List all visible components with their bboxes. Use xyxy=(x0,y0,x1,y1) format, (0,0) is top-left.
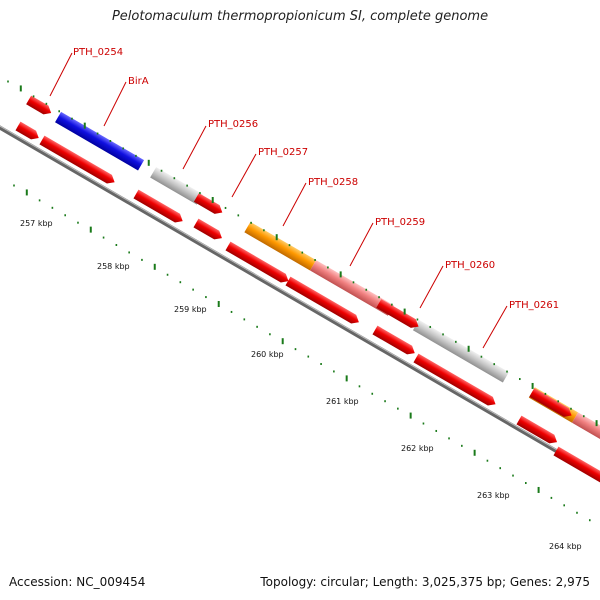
cds-arrow[interactable] xyxy=(376,299,421,331)
feature-pink-bar[interactable] xyxy=(572,412,600,443)
kbp-tick-label: 257 kbp xyxy=(20,219,53,228)
gene-label[interactable]: PTH_0257 xyxy=(258,147,308,158)
gene-label-leader xyxy=(49,52,73,97)
gene-label-leader xyxy=(231,153,257,198)
kbp-tick-label: 259 kbp xyxy=(174,305,207,314)
gene-label[interactable]: PTH_0259 xyxy=(375,217,425,228)
kbp-tick-label: 258 kbp xyxy=(97,262,130,271)
feature-grey-bar[interactable] xyxy=(412,319,509,383)
kbp-tick-label: 262 kbp xyxy=(401,444,434,453)
topology-text: Topology: circular; Length: 3,025,375 bp… xyxy=(260,575,590,589)
cds-arrow[interactable] xyxy=(225,241,291,286)
genome-backbone xyxy=(0,125,600,479)
cds-arrow[interactable] xyxy=(193,193,225,217)
gene-track xyxy=(26,95,600,443)
cds-arrow[interactable] xyxy=(193,218,224,243)
kbp-tick-label: 260 kbp xyxy=(251,350,284,359)
cds-arrow[interactable] xyxy=(553,446,600,486)
gene-label[interactable]: PTH_0258 xyxy=(308,177,358,188)
feature-grey-bar[interactable] xyxy=(150,167,203,205)
cds-arrow[interactable] xyxy=(516,415,559,447)
gene-label-leader xyxy=(419,265,444,309)
gene-label[interactable]: BirA xyxy=(128,76,149,87)
kbp-tick-label: 263 kbp xyxy=(477,491,510,500)
map-title: Pelotomaculum thermopropionicum SI, comp… xyxy=(111,9,489,24)
kbp-tick-label: 264 kbp xyxy=(549,542,582,551)
feature-pink-bar[interactable] xyxy=(310,260,394,316)
feature-blue-bar[interactable] xyxy=(55,111,145,171)
gene-label-leader xyxy=(282,182,307,227)
cds-arrow[interactable] xyxy=(372,325,417,358)
cds-arrow[interactable] xyxy=(133,189,185,226)
cds-arrow[interactable] xyxy=(285,276,361,327)
cds-row-upper xyxy=(26,95,574,420)
gene-label[interactable]: PTH_0254 xyxy=(73,47,123,58)
gene-label[interactable]: PTH_0260 xyxy=(445,260,495,271)
kbp-labels: 257 kbp 258 kbp 259 kbp 260 kbp 261 kbp … xyxy=(20,219,582,551)
gene-label[interactable]: PTH_0261 xyxy=(509,300,559,311)
cds-arrow[interactable] xyxy=(39,135,117,187)
cds-row-lower xyxy=(15,121,600,486)
gene-label-leader xyxy=(349,222,374,267)
gene-label[interactable]: PTH_0256 xyxy=(208,119,258,130)
cds-arrow[interactable] xyxy=(26,95,54,118)
feature-row-top xyxy=(55,111,600,443)
gene-labels: PTH_0254 BirA PTH_0256 PTH_0257 PTH_0258… xyxy=(49,47,559,349)
cds-arrow[interactable] xyxy=(529,388,574,420)
gene-label-leader xyxy=(182,125,207,170)
kbp-ticks xyxy=(7,80,598,522)
gene-label-leader xyxy=(482,305,508,349)
kbp-tick-label: 261 kbp xyxy=(326,397,359,406)
cds-arrow[interactable] xyxy=(15,121,41,143)
cds-arrow[interactable] xyxy=(413,353,498,409)
feature-orange-bar[interactable] xyxy=(244,221,317,271)
gene-label-leader xyxy=(103,81,127,127)
accession-text: Accession: NC_009454 xyxy=(9,575,146,589)
